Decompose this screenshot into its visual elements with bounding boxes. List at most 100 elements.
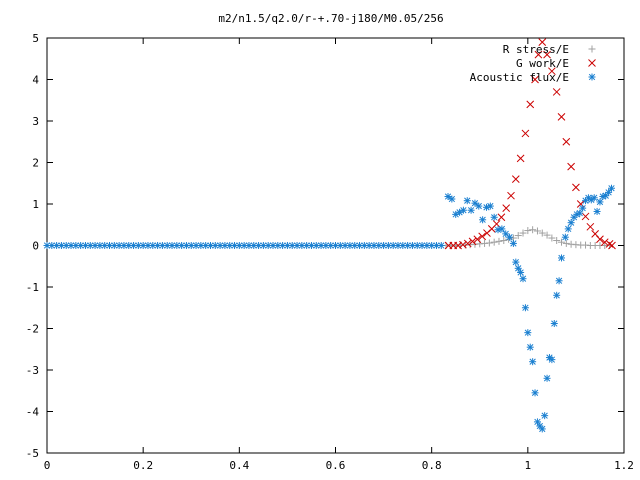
data-point: [187, 242, 195, 249]
legend-marker: [588, 59, 596, 67]
data-point: [125, 242, 133, 249]
data-point: [581, 212, 590, 221]
data-point: [562, 137, 571, 146]
data-point: [552, 88, 561, 96]
y-tick-label: -4: [26, 406, 40, 419]
data-point: [62, 242, 70, 249]
data-point: [529, 358, 537, 366]
x-tick-label: 0.2: [133, 459, 153, 472]
data-point: [608, 241, 616, 250]
legend-label: G work/E: [516, 57, 569, 70]
x-tick-label: 0: [44, 459, 51, 472]
data-point: [437, 242, 445, 249]
data-point: [567, 162, 575, 171]
x-tick-label: 0.4: [229, 459, 249, 472]
data-point: [375, 242, 383, 249]
data-point: [72, 242, 80, 249]
data-point: [206, 242, 214, 249]
data-point: [86, 242, 94, 249]
data-point: [497, 213, 506, 222]
data-point: [482, 203, 490, 211]
data-point: [444, 193, 452, 201]
data-point: [555, 277, 563, 285]
data-point: [521, 129, 530, 138]
data-point: [317, 242, 325, 249]
y-tick-label: 4: [32, 74, 39, 87]
data-point: [590, 194, 598, 202]
data-point: [526, 343, 534, 351]
data-point: [473, 235, 482, 244]
data-point: [485, 239, 493, 247]
data-point: [293, 242, 301, 249]
legend-marker: [588, 45, 596, 53]
data-point: [557, 254, 565, 262]
data-point: [298, 242, 306, 249]
series-layer: [43, 38, 616, 433]
data-point: [607, 184, 615, 192]
data-point: [341, 242, 349, 249]
data-point: [356, 242, 364, 249]
data-point: [593, 207, 601, 215]
y-tick-label: -5: [26, 447, 39, 460]
data-point: [538, 229, 546, 237]
data-point: [557, 112, 566, 121]
data-point: [475, 202, 483, 210]
data-point: [548, 234, 556, 242]
data-point: [467, 206, 475, 214]
data-point: [516, 154, 525, 163]
data-point: [106, 242, 114, 249]
data-point: [283, 242, 291, 249]
data-point: [459, 206, 467, 214]
data-point: [336, 242, 344, 249]
data-point: [509, 239, 517, 247]
y-tick-label: 1: [32, 198, 39, 211]
data-point: [553, 291, 561, 299]
data-point: [471, 199, 479, 207]
data-point: [521, 304, 529, 312]
legend-label: Acoustic flux/E: [470, 71, 569, 84]
data-point: [158, 242, 166, 249]
data-point: [524, 227, 532, 235]
data-point: [579, 204, 587, 212]
y-tick-label: -3: [26, 364, 39, 377]
data-point: [173, 242, 181, 249]
data-point: [557, 238, 565, 246]
data-point: [500, 237, 508, 245]
y-tick-label: 5: [32, 32, 39, 45]
data-point: [490, 238, 498, 246]
data-point: [389, 242, 397, 249]
y-tick-label: -1: [26, 281, 39, 294]
data-point: [576, 209, 584, 217]
data-point: [514, 232, 522, 240]
data-point: [502, 204, 511, 213]
data-point: [526, 100, 535, 109]
data-point: [586, 222, 595, 231]
data-point: [519, 275, 527, 283]
data-point: [531, 389, 539, 397]
data-point: [404, 242, 412, 249]
data-point: [517, 268, 525, 276]
data-point: [533, 227, 541, 235]
data-point: [495, 237, 503, 245]
data-point: [479, 216, 487, 224]
data-point: [144, 242, 152, 249]
data-point: [529, 226, 537, 234]
data-point: [463, 197, 471, 205]
data-point: [519, 229, 527, 237]
data-point: [486, 202, 494, 210]
data-point: [524, 329, 532, 337]
data-point: [543, 50, 551, 59]
series-2: [43, 184, 615, 433]
data-point: [605, 188, 613, 196]
data-point: [448, 195, 456, 203]
data-point: [498, 225, 506, 233]
x-tick-label: 0.8: [422, 459, 442, 472]
x-tick-label: 1: [525, 459, 532, 472]
data-point: [543, 374, 551, 382]
data-point: [541, 412, 549, 420]
data-point: [380, 242, 388, 249]
data-point: [351, 242, 359, 249]
data-point: [492, 220, 501, 228]
x-tick-label: 1.2: [614, 459, 634, 472]
